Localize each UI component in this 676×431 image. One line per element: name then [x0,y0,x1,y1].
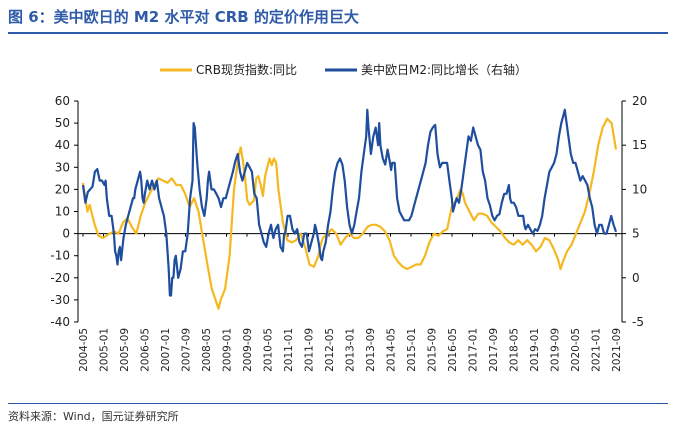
right-tick-label: 0 [632,271,640,285]
left-tick-label: 30 [55,160,70,174]
x-tick-label: 2008-05 [201,328,213,372]
left-tick-label: -30 [50,293,70,307]
x-tick-label: 2007-09 [181,328,193,372]
x-tick-label: 2004-05 [78,328,90,372]
right-tick-label: 20 [632,94,647,108]
right-tick-label: 5 [632,227,640,241]
series-line-crb [81,117,618,310]
x-tick-label: 2005-01 [99,328,111,372]
x-tick-label: 2016-05 [447,328,459,372]
x-tick-label: 2017-09 [488,328,500,372]
left-tick-label: 60 [55,94,70,108]
x-tick-label: 2021-09 [611,328,623,372]
x-tick-label: 2010-05 [263,328,275,372]
x-tick-label: 2012-05 [324,328,336,372]
right-tick-label: 15 [632,138,647,152]
left-tick-label: 0 [62,227,70,241]
x-tick-label: 2005-09 [119,328,131,372]
title-underline [8,32,668,34]
left-tick-label: 50 [55,116,70,130]
x-tick-label: 2020-05 [570,328,582,372]
x-axis-tick-labels: 2004-05 2005-01 2005-09 2006-05 2007-01 2007-… [78,328,623,372]
series-line-m2 [81,108,618,297]
chart-canvas: CRB现货指数:同比 美中欧日M2:同比增长（右轴） 6050403020100… [50,62,647,372]
x-tick-label: 2009-01 [222,328,234,372]
x-tick-label: 2018-05 [509,328,521,372]
right-tick-label: -5 [632,315,644,329]
legend-label-crb: CRB现货指数:同比 [196,62,297,77]
left-tick-label: 20 [55,182,70,196]
x-tick-label: 2013-09 [365,328,377,372]
left-tick-label: -40 [50,315,70,329]
footer-rule [8,403,668,404]
left-tick-label: 40 [55,138,70,152]
left-tick-label: 10 [55,205,70,219]
left-axis-tick-labels: 60 50 40 30 20 10 0 -10 -20 -30 -40 [50,94,70,329]
x-tick-label: 2015-01 [406,328,418,372]
x-tick-label: 2006-05 [140,328,152,372]
x-tick-label: 2013-01 [345,328,357,372]
x-tick-label: 2015-09 [427,328,439,372]
right-tick-label: 10 [632,182,647,196]
left-tick-label: -20 [50,271,70,285]
source-note: 资料来源：Wind，国元证券研究所 [8,410,179,423]
legend: CRB现货指数:同比 美中欧日M2:同比增长（右轴） [160,62,527,77]
x-tick-label: 2011-09 [304,328,316,372]
right-axis-tick-labels: 20 15 10 5 0 -5 [632,94,647,329]
page-title: 图 6：美中欧日的 M2 水平对 CRB 的定价作用巨大 [8,8,359,26]
x-tick-label: 2019-01 [529,328,541,372]
x-tick-label: 2014-05 [386,328,398,372]
x-tick-label: 2017-01 [468,328,480,372]
x-tick-label: 2007-01 [160,328,172,372]
x-tick-label: 2019-09 [550,328,562,372]
left-tick-label: -10 [50,249,70,263]
x-tick-label: 2021-01 [591,328,603,372]
legend-label-m2: 美中欧日M2:同比增长（右轴） [361,62,527,77]
x-tick-label: 2011-01 [283,328,295,372]
x-tick-label: 2009-09 [242,328,254,372]
